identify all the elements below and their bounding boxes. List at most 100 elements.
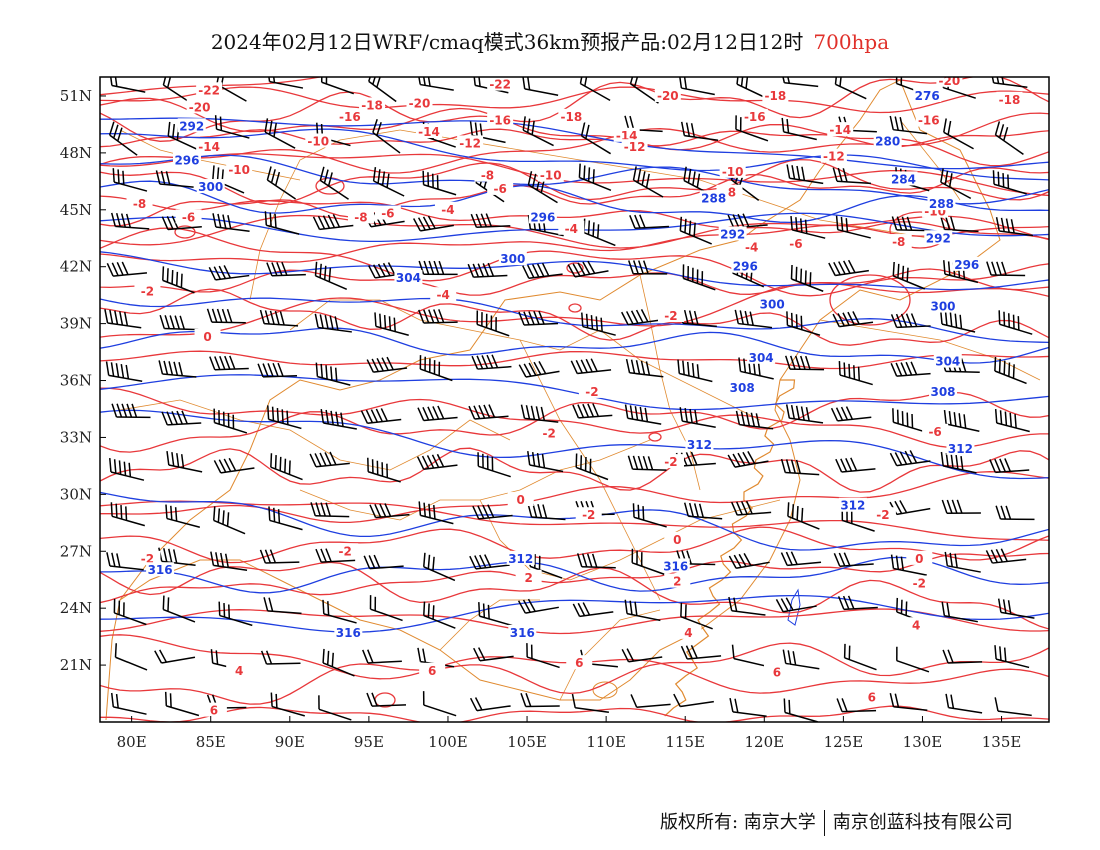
footer-separator (823, 810, 825, 836)
y-tick-label: 51N (60, 87, 92, 105)
footer-left: 版权所有: 南京大学 (660, 812, 816, 833)
wind-barb (625, 358, 664, 378)
temperature-label: -4 (565, 222, 578, 236)
temperature-label: -8 (133, 197, 146, 211)
temperature-label-bg (613, 127, 640, 142)
wind-barb (680, 602, 713, 630)
wind-barb (731, 644, 768, 668)
temperature-label: -8 (481, 169, 494, 183)
wind-barb (418, 501, 454, 525)
wind-barb (113, 598, 147, 626)
height-label-bg (334, 624, 363, 639)
height-label: 316 (336, 626, 361, 640)
x-tick-label: 90E (275, 733, 305, 751)
temperature-label: -20 (189, 100, 211, 114)
height-label-bg (506, 550, 535, 565)
wind-barb (843, 643, 877, 671)
wind-barb (892, 261, 926, 290)
temperature-label-bg (415, 124, 442, 139)
wind-barb (892, 408, 927, 433)
temperature-label: 2 (673, 575, 681, 589)
wind-barb (363, 554, 404, 570)
wind-barb (889, 115, 928, 135)
wind-barb (366, 692, 407, 707)
wind-barb (366, 356, 408, 373)
temperature-label-bg (657, 308, 684, 323)
wind-barb (104, 309, 142, 329)
wind-barb (360, 408, 402, 425)
temperature-contour-loop (648, 432, 662, 442)
wind-barb (472, 504, 513, 520)
temperature-label: -4 (437, 288, 450, 302)
wind-barb (319, 166, 349, 200)
wind-barb (679, 216, 712, 245)
temperature-label: -22 (489, 78, 511, 92)
height-label: 308 (930, 385, 955, 399)
temperature-label: 6 (210, 704, 218, 718)
temperature-label: -16 (918, 114, 940, 128)
temperature-label-bg (936, 77, 963, 87)
wind-barb (374, 312, 409, 336)
wind-barb (680, 644, 722, 660)
wind-barb (372, 167, 405, 197)
wind-barb (108, 121, 138, 156)
temperature-label-bg (515, 569, 542, 584)
wind-barb (985, 548, 1027, 564)
wind-barb (158, 547, 196, 567)
height-label-bg (838, 497, 867, 512)
wind-barb (940, 451, 977, 474)
wind-barb (520, 692, 560, 708)
wind-barb (159, 314, 199, 331)
x-tick-label: 110E (586, 733, 626, 751)
wind-barb (467, 262, 508, 278)
temperature-labels: -22-20-16-18 -20-22-14-12-16 -18-20-16-18-… (126, 77, 1023, 718)
wind-barb (940, 215, 979, 233)
temperature-label: -10 (540, 169, 562, 183)
wind-barb (830, 406, 872, 422)
wind-barb (995, 505, 1035, 521)
height-label-bg (498, 251, 527, 266)
map-title: 2024年02月12日WRF/cmaq模式36km预报产品:02月12日12时 7… (0, 26, 1100, 55)
wind-barb (419, 355, 453, 382)
temperature-contour (100, 282, 1049, 338)
wind-barb (570, 358, 612, 375)
wind-barb (837, 595, 878, 611)
temperature-label-bg (566, 655, 593, 670)
wind-barb (632, 503, 667, 528)
wind-barb (218, 601, 253, 627)
temperature-label-bg (305, 133, 332, 148)
wind-barb (683, 502, 723, 520)
wind-barb (315, 548, 356, 563)
wind-barb (266, 166, 296, 200)
temperature-label: -16 (489, 114, 511, 128)
height-label-bg (927, 196, 956, 211)
x-tick-label: 95E (354, 733, 384, 751)
height-label: 288 (929, 197, 954, 211)
wind-barb (673, 693, 714, 708)
wind-barb (110, 692, 147, 715)
wind-barb (621, 309, 662, 326)
temperature-label-bg (719, 163, 746, 178)
wind-barb (322, 648, 355, 677)
height-label: 292 (926, 231, 951, 245)
wind-barb (267, 405, 302, 430)
temperature-label-bg (175, 209, 202, 224)
wind-barb (264, 211, 300, 235)
temperature-label-bg (487, 180, 514, 195)
temperature-contour (100, 77, 325, 96)
wind-barb (944, 551, 981, 573)
wind-barb (786, 164, 824, 185)
wind-barb (994, 408, 1030, 433)
wind-barb (790, 215, 826, 239)
x-tick-label: 80E (117, 733, 147, 751)
wind-barb (567, 260, 609, 278)
wind-barb (469, 554, 510, 570)
wind-barb (372, 118, 401, 154)
province-boundary (559, 609, 661, 701)
wind-barb (941, 601, 978, 623)
wind-barb (369, 595, 403, 622)
height-contour (100, 409, 1049, 480)
country-boundary (105, 79, 1001, 721)
plot-frame (99, 76, 1050, 723)
temperature-contour (100, 526, 1049, 564)
